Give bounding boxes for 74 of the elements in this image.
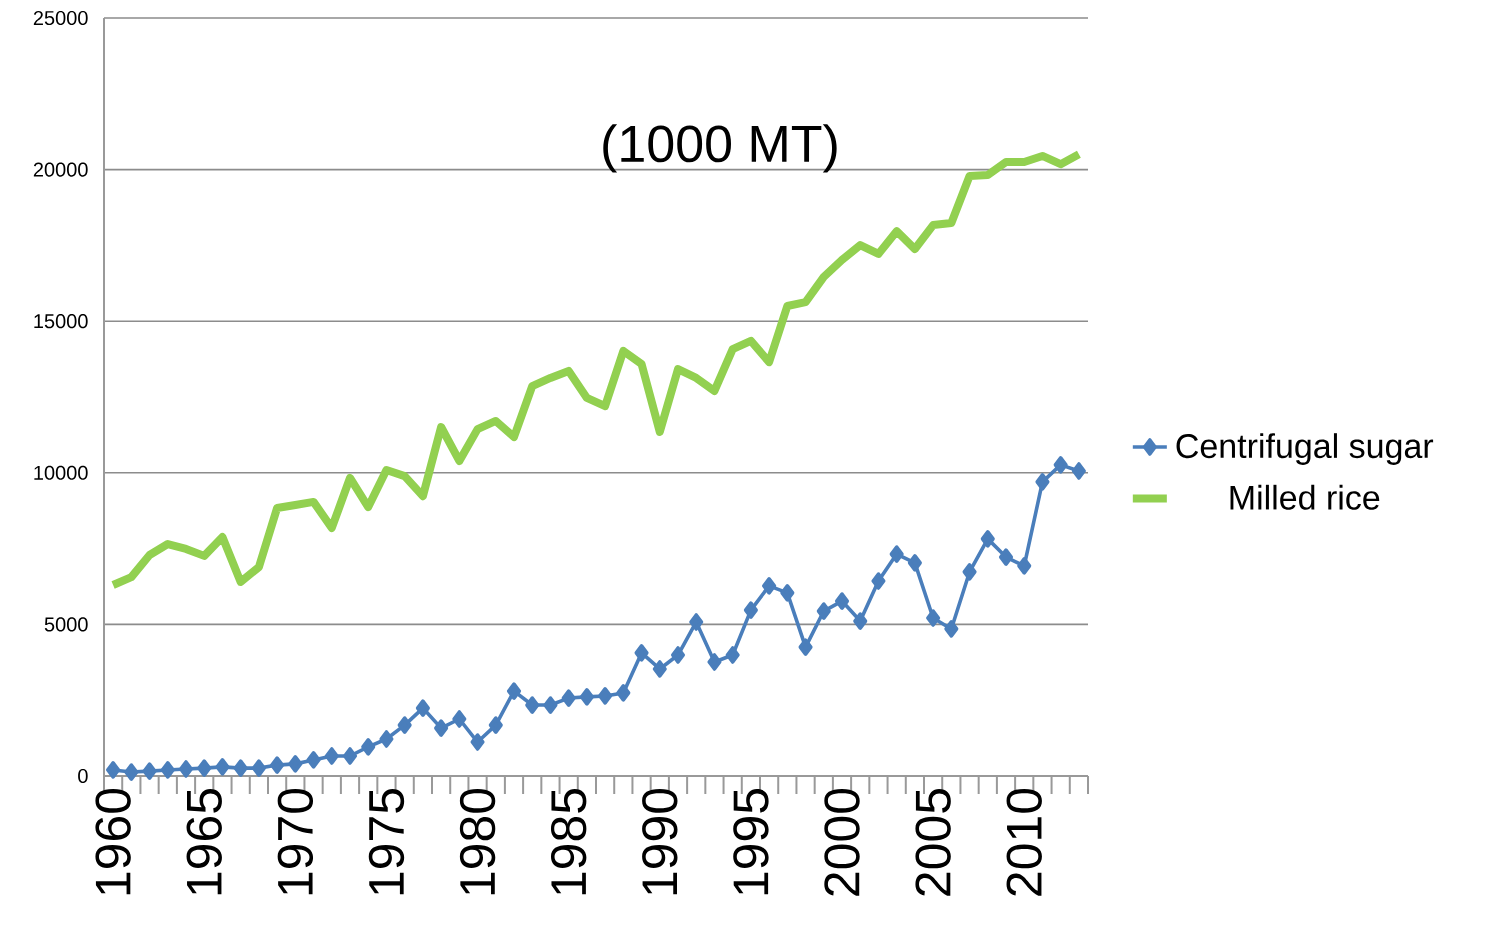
x-tick-label: 1960 [95, 788, 131, 895]
point [342, 747, 358, 765]
point [889, 545, 904, 563]
point [251, 759, 266, 777]
point [871, 572, 886, 590]
point [634, 644, 649, 662]
point [488, 716, 503, 734]
point [1071, 462, 1086, 480]
y-tick-label: 5000 [44, 617, 88, 632]
x-tick-label: 1965 [186, 789, 222, 895]
x-tick-label: 1980 [459, 788, 496, 895]
legend-label: Centrifugal sugar [1176, 433, 1434, 465]
legend-label: Milled rice [1230, 484, 1380, 510]
y-tick-label: 15000 [34, 314, 88, 329]
y-tick-label: 25000 [33, 10, 88, 26]
x-tick-label: 2005 [915, 789, 951, 896]
point [288, 755, 303, 773]
point [926, 609, 941, 627]
point [579, 688, 594, 706]
point [178, 760, 194, 778]
point [944, 620, 959, 638]
x-tick-label: 1990 [642, 788, 678, 895]
point [233, 759, 248, 777]
point [1053, 456, 1068, 474]
point [306, 751, 321, 769]
point [434, 719, 449, 737]
x-tick-label: 1995 [733, 789, 769, 895]
x-tick-label: 2000 [824, 788, 860, 896]
point [142, 762, 157, 780]
point [762, 577, 777, 595]
point [707, 653, 722, 671]
point [506, 682, 522, 700]
point [197, 759, 212, 777]
point [616, 684, 631, 702]
x-tick-label: 1985 [550, 789, 587, 895]
point [725, 646, 740, 664]
point [962, 563, 977, 581]
point [598, 687, 613, 705]
x-tick-label: 1970 [277, 788, 314, 895]
point [215, 758, 230, 776]
point [980, 530, 995, 548]
point [853, 612, 868, 630]
point [452, 710, 467, 728]
point [816, 602, 831, 620]
point [124, 763, 139, 781]
point [470, 733, 485, 751]
point [361, 738, 376, 756]
point [379, 730, 394, 748]
point [907, 554, 922, 572]
point [834, 592, 850, 610]
point [689, 613, 704, 631]
y-tick-label: 20000 [33, 162, 88, 177]
point [561, 689, 576, 707]
y-tick-label: 0 [78, 768, 88, 784]
point [652, 660, 667, 678]
x-tick-label: 1975 [368, 789, 405, 895]
point [270, 756, 285, 774]
point [415, 699, 430, 717]
point [798, 638, 813, 656]
point [670, 646, 686, 664]
point [160, 761, 175, 779]
y-tick-label: 10000 [34, 465, 88, 480]
point [1017, 557, 1032, 575]
text: (1000 MT) [603, 124, 837, 173]
point [998, 548, 1014, 566]
point [543, 696, 558, 714]
point [324, 747, 339, 765]
x-tick-label: 2010 [1006, 788, 1042, 896]
point [1035, 473, 1050, 491]
point [397, 716, 412, 734]
point [743, 601, 758, 619]
point [525, 696, 540, 714]
point [106, 761, 121, 779]
point [780, 584, 795, 602]
